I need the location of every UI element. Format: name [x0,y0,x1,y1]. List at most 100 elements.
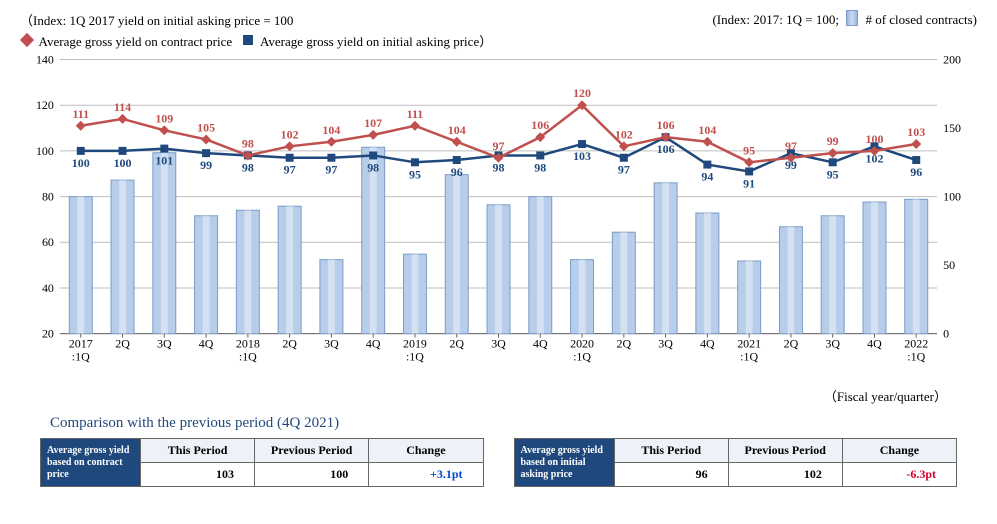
svg-text:106: 106 [531,118,549,132]
comparison-tables: Average gross yield based on contract pr… [20,438,977,487]
svg-text:97: 97 [284,163,296,177]
svg-text:2020: 2020 [570,337,594,351]
svg-text:120: 120 [36,98,54,112]
top-notes: （Index: 1Q 2017 yield on initial asking … [20,10,977,29]
svg-text::1Q: :1Q [573,350,591,364]
svg-text:140: 140 [36,54,54,66]
square-icon [243,35,253,45]
legend-contract: Average gross yield on contract price [39,34,233,49]
svg-text:100: 100 [36,144,54,158]
svg-text:99: 99 [827,134,839,148]
svg-text:106: 106 [657,118,675,132]
svg-text:200: 200 [943,54,961,66]
svg-text:2018: 2018 [236,337,260,351]
svg-text:111: 111 [407,107,424,121]
svg-text:104: 104 [448,123,466,137]
val-prev: 102 [728,463,842,487]
table-asking: Average gross yield based on initial ask… [514,438,958,487]
svg-text:98: 98 [534,160,546,174]
svg-text:104: 104 [322,123,340,137]
svg-text:97: 97 [325,163,337,177]
svg-text:3Q: 3Q [825,337,840,351]
svg-text:99: 99 [200,158,212,172]
col-change: Change [369,439,483,463]
svg-text::1Q: :1Q [239,350,257,364]
svg-text:109: 109 [155,111,173,125]
svg-text:4Q: 4Q [867,337,882,351]
comparison-title: Comparison with the previous period (4Q … [50,415,977,432]
svg-text:100: 100 [943,190,961,204]
val-prev: 100 [255,463,369,487]
col-prev: Previous Period [255,439,369,463]
col-prev: Previous Period [728,439,842,463]
svg-text:80: 80 [42,190,54,204]
svg-text:102: 102 [615,127,633,141]
svg-text:2017: 2017 [69,337,93,351]
col-change: Change [842,439,956,463]
svg-text::1Q: :1Q [907,350,925,364]
chart-svg: 20 40 60 80 100 120 140 0 50 100 150 200 2017 :1Q 2Q 3Q… [20,54,977,384]
svg-text:4Q: 4Q [366,337,381,351]
col-this: This Period [614,439,728,463]
svg-text:95: 95 [827,167,839,181]
diamond-icon [20,33,34,47]
svg-text:95: 95 [743,143,755,157]
svg-text:103: 103 [907,125,925,139]
svg-text:2Q: 2Q [282,337,297,351]
svg-text:101: 101 [155,154,173,168]
svg-text:4Q: 4Q [533,337,548,351]
svg-text:104: 104 [698,123,716,137]
svg-text:2Q: 2Q [449,337,464,351]
svg-text:20: 20 [42,327,54,341]
svg-text:0: 0 [943,327,949,341]
svg-text:107: 107 [364,116,382,130]
svg-text:97: 97 [785,139,797,153]
index-note-left: （Index: 1Q 2017 yield on initial asking … [20,10,293,29]
index-note-right: (Index: 2017: 1Q = 100; # of closed cont… [712,10,977,29]
val-change: -6.3pt [842,463,956,487]
svg-text:98: 98 [242,136,254,150]
svg-text:50: 50 [943,258,955,272]
svg-text:100: 100 [865,132,883,146]
val-this: 103 [141,463,255,487]
svg-text:3Q: 3Q [324,337,339,351]
table-contract: Average gross yield based on contract pr… [40,438,484,487]
svg-text:4Q: 4Q [199,337,214,351]
svg-text:91: 91 [743,176,755,190]
svg-text:120: 120 [573,86,591,100]
svg-text:105: 105 [197,120,215,134]
val-this: 96 [614,463,728,487]
chart-area: 20 40 60 80 100 120 140 0 50 100 150 200 2017 :1Q 2Q 3Q… [20,54,977,384]
svg-text:100: 100 [114,156,132,170]
svg-text:102: 102 [281,127,299,141]
svg-text:2Q: 2Q [115,337,130,351]
fiscal-year-label: （Fiscal year/quarter） [20,386,977,405]
svg-text:4Q: 4Q [700,337,715,351]
bar-legend-icon [846,10,858,26]
svg-text:94: 94 [701,170,713,184]
svg-text:2021: 2021 [737,337,761,351]
svg-text:3Q: 3Q [491,337,506,351]
svg-text::1Q: :1Q [740,350,758,364]
svg-text:100: 100 [72,156,90,170]
svg-text:96: 96 [451,165,463,179]
svg-text:150: 150 [943,121,961,135]
svg-text:103: 103 [573,149,591,163]
svg-text::1Q: :1Q [406,350,424,364]
svg-text:97: 97 [618,163,630,177]
col-this: This Period [141,439,255,463]
svg-text:2Q: 2Q [784,337,799,351]
svg-text:2022: 2022 [904,337,928,351]
svg-text:111: 111 [72,107,89,121]
svg-text:2019: 2019 [403,337,427,351]
svg-text:98: 98 [242,160,254,174]
svg-text:95: 95 [409,167,421,181]
svg-text:114: 114 [114,100,131,114]
svg-text:40: 40 [42,281,54,295]
svg-text:2Q: 2Q [617,337,632,351]
svg-text:97: 97 [493,139,505,153]
svg-text:98: 98 [367,160,379,174]
legend-asking: Average gross yield on initial asking pr… [260,34,492,49]
svg-text:96: 96 [910,165,922,179]
svg-text:60: 60 [42,235,54,249]
